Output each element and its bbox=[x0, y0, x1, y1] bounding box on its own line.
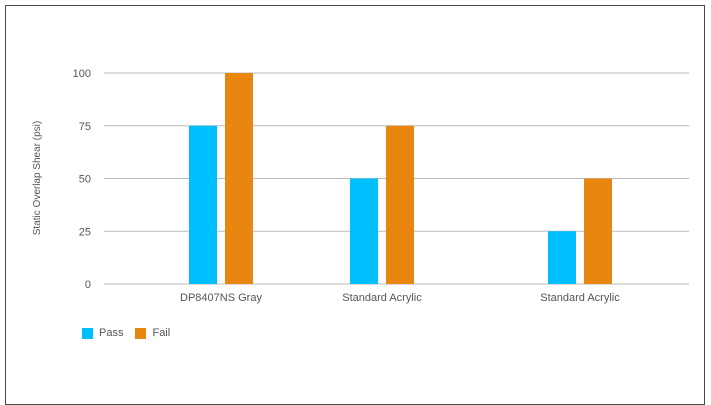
bar-pass-1 bbox=[350, 178, 378, 284]
bar-fail-1 bbox=[386, 125, 414, 284]
legend-label-fail: Fail bbox=[152, 327, 171, 339]
legend-item-pass: Pass bbox=[82, 327, 123, 339]
legend-swatch-pass bbox=[82, 327, 93, 339]
bar-chart: 0 25 50 75 100 DP8407NS Gray Standard Acrylic… bbox=[32, 68, 689, 304]
bar-fail-2 bbox=[584, 178, 612, 284]
y-axis-label: Static Overlap Shear (psi) bbox=[32, 121, 43, 236]
bar-fail-0 bbox=[225, 73, 253, 284]
category-label: DP8407NS Gray bbox=[180, 292, 262, 304]
legend-label-pass: Pass bbox=[99, 327, 124, 339]
y-tick-label: 25 bbox=[79, 226, 91, 238]
y-tick-label: 50 bbox=[79, 174, 91, 186]
y-tick-label: 75 bbox=[79, 121, 91, 133]
category-labels: DP8407NS Gray Standard Acrylic Standard Ac… bbox=[180, 292, 620, 304]
legend-item-fail: Fail bbox=[135, 327, 170, 339]
y-tick-label: 100 bbox=[73, 68, 91, 80]
y-tick-label: 0 bbox=[85, 279, 91, 291]
legend: Pass Fail bbox=[82, 327, 182, 339]
category-label: Standard Acrylic bbox=[342, 292, 422, 304]
y-tick-labels: 0 25 50 75 100 bbox=[73, 68, 91, 291]
legend-swatch-fail bbox=[135, 327, 147, 339]
category-label: Standard Acrylic bbox=[540, 292, 620, 304]
bar-pass-0 bbox=[189, 125, 217, 284]
bar-pass-2 bbox=[548, 231, 576, 284]
bars bbox=[189, 73, 612, 284]
